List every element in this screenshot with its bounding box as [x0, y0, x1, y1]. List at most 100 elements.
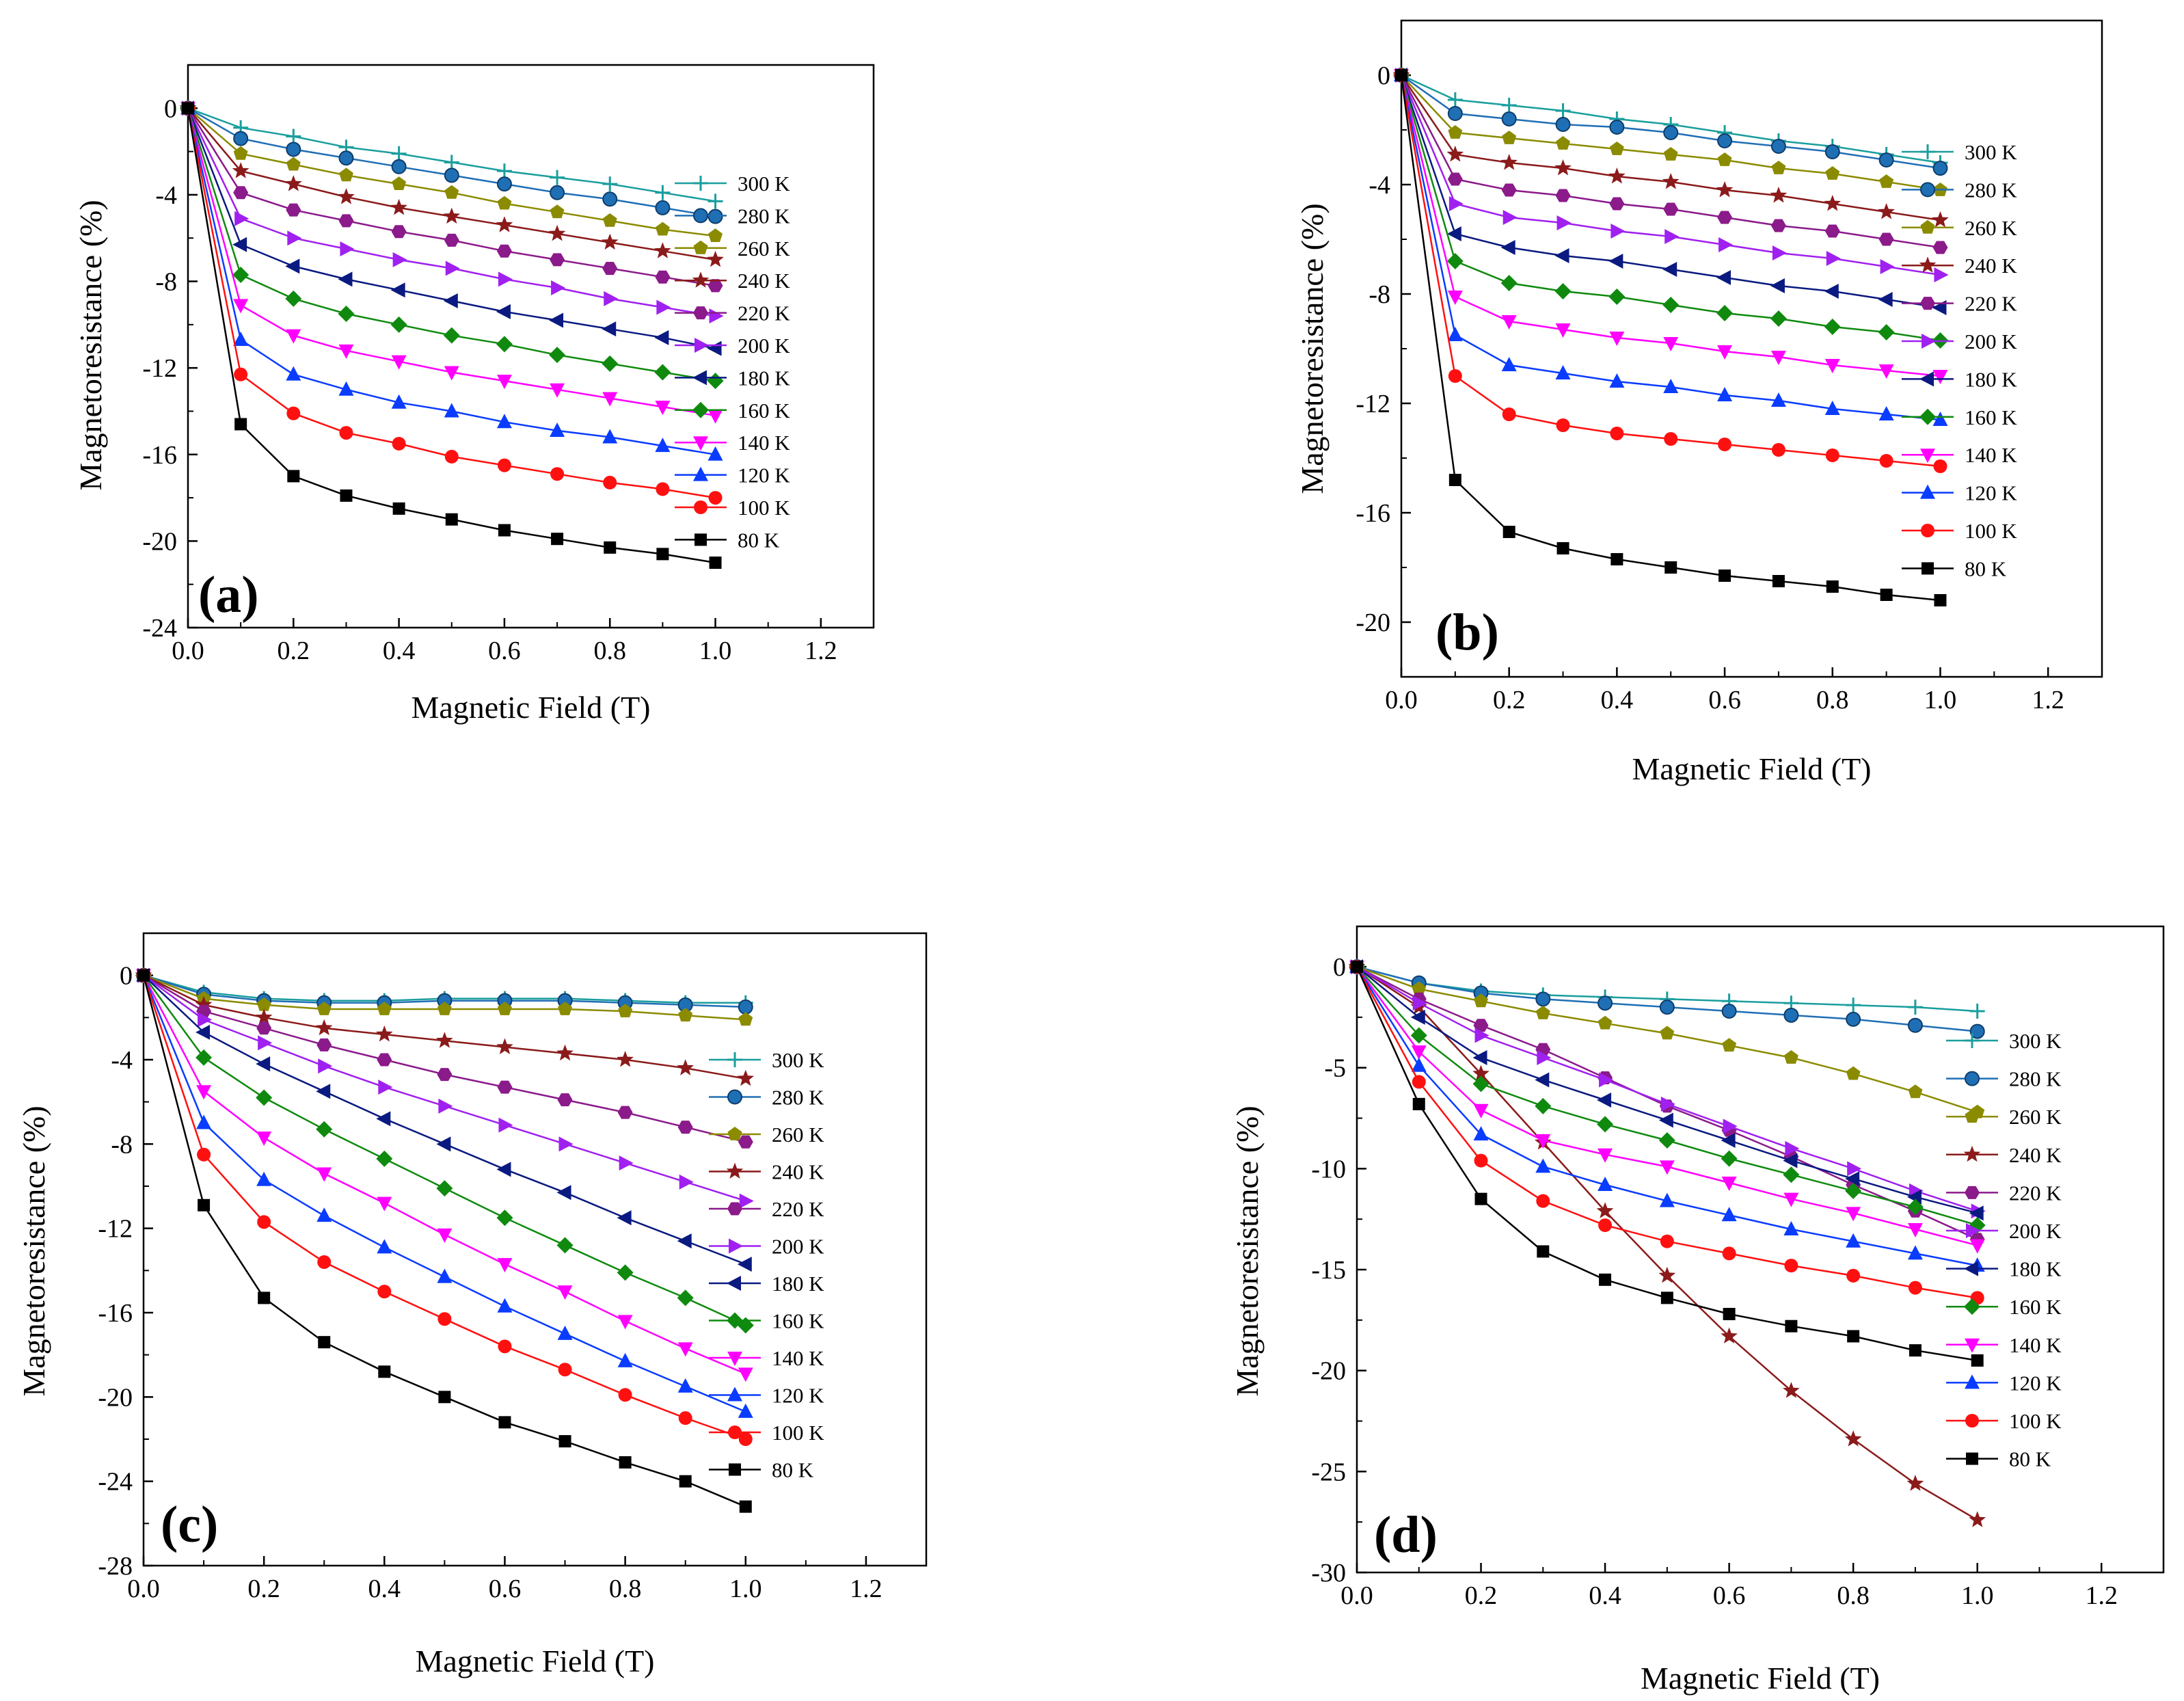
data-point: [1971, 1354, 1984, 1367]
data-point: [498, 1117, 513, 1133]
data-point: [602, 191, 618, 207]
data-point: [196, 1085, 212, 1100]
data-point: [618, 1388, 632, 1402]
data-point: [617, 1051, 634, 1067]
panel-b-y-tick-label: -12: [1356, 390, 1390, 418]
data-point: [1660, 1026, 1675, 1040]
panel-d-y-tick-label: -5: [1324, 1054, 1346, 1083]
data-point: [549, 312, 564, 328]
data-point: [1770, 219, 1786, 232]
data-point: [1907, 1222, 1923, 1237]
data-point: [550, 383, 565, 398]
panel-a-series-260K: [180, 101, 723, 242]
data-point: [496, 304, 511, 319]
data-point: [1597, 1116, 1614, 1133]
data-point: [1846, 997, 1861, 1013]
data-point: [316, 1084, 331, 1099]
panel-c-y-tick-label: -16: [98, 1299, 133, 1328]
data-point: [1847, 1161, 1862, 1177]
panel-c-label: (c): [161, 1496, 218, 1553]
data-point: [232, 267, 250, 284]
data-point: [558, 1002, 572, 1015]
data-point: [654, 330, 669, 345]
panel-a-x-tick-label: 0.4: [383, 637, 416, 665]
data-point: [1846, 1268, 1861, 1283]
data-point: [1784, 1259, 1798, 1273]
panel-b-series-220K: [1394, 68, 1948, 254]
data-point: [617, 1264, 634, 1281]
series-line: [142, 975, 746, 1441]
panel-d-legend: 300 K 280 K 260 K 240 K 220 K 200 K 180 K 160 K…: [1946, 1029, 2062, 1471]
data-point: [1932, 412, 1948, 426]
data-point: [391, 355, 407, 370]
data-point: [550, 253, 565, 267]
panel-b-series-240K: [1392, 66, 1949, 228]
data-point: [1555, 365, 1571, 379]
data-point: [549, 347, 566, 364]
data-point: [1664, 229, 1680, 244]
data-point: [1717, 345, 1733, 360]
data-point: [437, 1312, 452, 1326]
data-point: [1659, 1192, 1675, 1207]
legend-label: 280 K: [2009, 1067, 2062, 1091]
data-point: [392, 436, 406, 451]
legend-marker: [1964, 1261, 1978, 1276]
data-point: [338, 214, 354, 228]
data-point: [1472, 1075, 1489, 1093]
data-point: [1718, 570, 1731, 582]
data-point: [437, 1002, 452, 1015]
data-point: [1502, 131, 1517, 144]
data-point: [286, 203, 301, 217]
data-point: [1824, 224, 1840, 238]
legend-label: 120 K: [1965, 481, 2017, 505]
data-point: [496, 216, 513, 232]
data-point: [258, 1291, 271, 1304]
panel-b: 0.0 0.2 0.4 0.6 0.8 1.0 1.2 0 -4 -8 -12 -16 -20 Magne…: [1295, 19, 2103, 786]
data-point: [1717, 387, 1733, 401]
panel-c-frame: [142, 932, 928, 1567]
data-point: [1721, 1150, 1738, 1167]
data-point: [1472, 1049, 1487, 1065]
data-point: [1411, 1057, 1427, 1072]
data-point: [256, 1089, 273, 1106]
data-point: [444, 366, 459, 381]
data-point: [390, 198, 407, 215]
data-point: [558, 1363, 572, 1377]
panel-c-x-tick-label: 0.8: [609, 1575, 642, 1603]
data-point: [436, 1180, 453, 1197]
series-line: [1400, 75, 1941, 249]
data-point: [550, 422, 565, 437]
data-point: [556, 1185, 571, 1201]
data-point: [391, 225, 407, 239]
data-point: [556, 1237, 574, 1254]
panel-a-y-tick-label: -8: [155, 268, 177, 297]
data-point: [390, 316, 407, 333]
data-point: [1556, 136, 1570, 150]
data-point: [1473, 1019, 1489, 1032]
data-point: [556, 1044, 574, 1061]
data-point: [617, 1352, 633, 1367]
panel-c-series-140K: [136, 969, 753, 1382]
data-point: [1447, 106, 1463, 121]
data-point: [256, 1171, 272, 1186]
data-point: [1783, 1166, 1800, 1183]
data-point: [1411, 1045, 1427, 1060]
data-point: [1845, 1182, 1862, 1199]
data-point: [1554, 159, 1572, 176]
data-point: [737, 1069, 755, 1086]
data-point: [443, 207, 461, 224]
data-point: [255, 1008, 273, 1025]
data-point: [655, 200, 671, 215]
data-point: [739, 1500, 752, 1513]
data-point: [377, 1196, 392, 1211]
data-point: [677, 1289, 694, 1307]
data-point: [1783, 1050, 1798, 1064]
data-point: [1500, 154, 1518, 170]
data-point: [604, 541, 617, 554]
data-point: [1502, 407, 1516, 421]
data-point: [603, 475, 617, 490]
data-point: [1878, 364, 1894, 379]
data-point: [1846, 1233, 1861, 1248]
data-point: [548, 224, 566, 241]
panel-b-y-tick-label: 0: [1377, 62, 1390, 90]
